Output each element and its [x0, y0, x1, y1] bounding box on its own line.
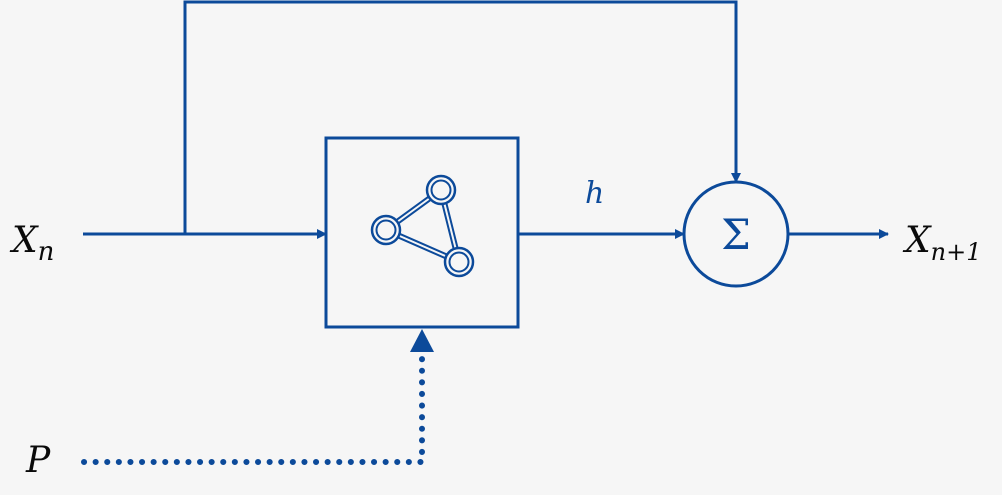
output-label: Xn+1: [902, 220, 981, 266]
param-dotted-line: [81, 345, 425, 465]
output-label-sub: n+1: [931, 238, 982, 266]
param-label: P: [25, 440, 51, 481]
input-label: Xn: [9, 220, 54, 267]
sum-symbol: Σ: [721, 210, 751, 259]
input-label-base: X: [9, 220, 39, 261]
hidden-label: h: [585, 176, 604, 211]
param-arrowhead: [410, 329, 434, 352]
skip-connection-arrow: [183, 0, 741, 234]
sum-node: [682, 180, 790, 288]
output-label-base: X: [902, 220, 932, 261]
network-graph-icon: [370, 174, 475, 278]
function-block: [324, 136, 520, 329]
input-label-sub: n: [38, 237, 55, 267]
